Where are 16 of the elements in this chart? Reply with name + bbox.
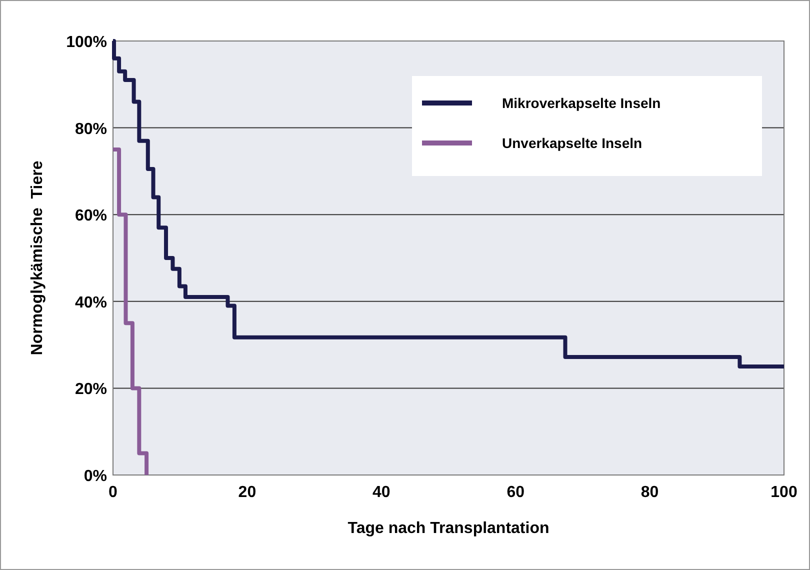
y-tick-label: 80% xyxy=(74,120,107,138)
legend-label: Unverkapselte Inseln xyxy=(502,135,642,151)
x-tick-label: 20 xyxy=(238,484,256,501)
y-tick-label: 0% xyxy=(84,468,107,485)
y-tick-label: 40% xyxy=(74,294,107,312)
x-tick-label: 80 xyxy=(640,484,659,501)
legend-label: Mikroverkapselte Inseln xyxy=(502,95,661,111)
y-tick-label: 60% xyxy=(74,208,107,225)
y-axis-title: Normoglykämische Tiere xyxy=(29,160,46,356)
y-tick-label: 20% xyxy=(74,381,107,398)
x-tick-label: 60 xyxy=(506,484,525,501)
x-tick-label: 100 xyxy=(770,484,798,501)
x-axis-title: Tage nach Transplantation xyxy=(348,520,550,537)
x-tick-label: 40 xyxy=(372,484,390,501)
y-tick-label: 100% xyxy=(66,34,107,51)
x-tick-label: 0 xyxy=(108,484,118,501)
